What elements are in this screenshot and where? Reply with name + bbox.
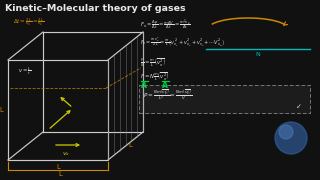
Text: N: N xyxy=(256,52,260,57)
Text: L: L xyxy=(58,171,62,177)
Text: $v=\frac{L}{t}$: $v=\frac{L}{t}$ xyxy=(18,65,32,77)
Text: $F_x=\frac{mv_x^2}{2L}=\frac{m}{L}\left(v_{x_1}^2+v_{x_2}^2+v_{x_3}^2+\cdots V_{: $F_x=\frac{mv_x^2}{2L}=\frac{m}{L}\left(… xyxy=(140,36,225,49)
Text: A: A xyxy=(141,81,147,90)
Text: Kinetic–Molecular theory of gases: Kinetic–Molecular theory of gases xyxy=(5,4,186,13)
Text: $\frac{F}{N}=\frac{m}{L}\left(\overline{v_x^2}\right)$: $\frac{F}{N}=\frac{m}{L}\left(\overline{… xyxy=(140,56,166,69)
Text: $F_x=\frac{\Delta p}{\Delta t}=\frac{m\Delta V}{\Delta t}=\frac{m^2 v_x}{\Delta : $F_x=\frac{\Delta p}{\Delta t}=\frac{m\D… xyxy=(140,17,191,32)
Text: $F=N\frac{m}{L}\left(\overline{v_x^2}\right)$: $F=N\frac{m}{L}\left(\overline{v_x^2}\ri… xyxy=(140,70,170,83)
Text: L: L xyxy=(0,107,3,113)
Circle shape xyxy=(275,122,307,154)
Text: L: L xyxy=(128,142,132,148)
Text: A: A xyxy=(162,81,168,90)
Text: $\Delta t=\frac{2L}{v_x}=\frac{2L}{v_x}$: $\Delta t=\frac{2L}{v_x}=\frac{2L}{v_x}$ xyxy=(13,16,44,28)
Text: $v_x$: $v_x$ xyxy=(62,150,70,158)
FancyBboxPatch shape xyxy=(139,84,309,112)
Text: $P=\frac{Nm\left(\overline{v_x^2}\right)}{L^3}=\frac{Nm\left(\overline{v_x^2}\ri: $P=\frac{Nm\left(\overline{v_x^2}\right)… xyxy=(143,87,192,102)
Circle shape xyxy=(279,125,293,139)
Text: $\checkmark$: $\checkmark$ xyxy=(295,102,301,109)
Text: L: L xyxy=(56,164,60,170)
